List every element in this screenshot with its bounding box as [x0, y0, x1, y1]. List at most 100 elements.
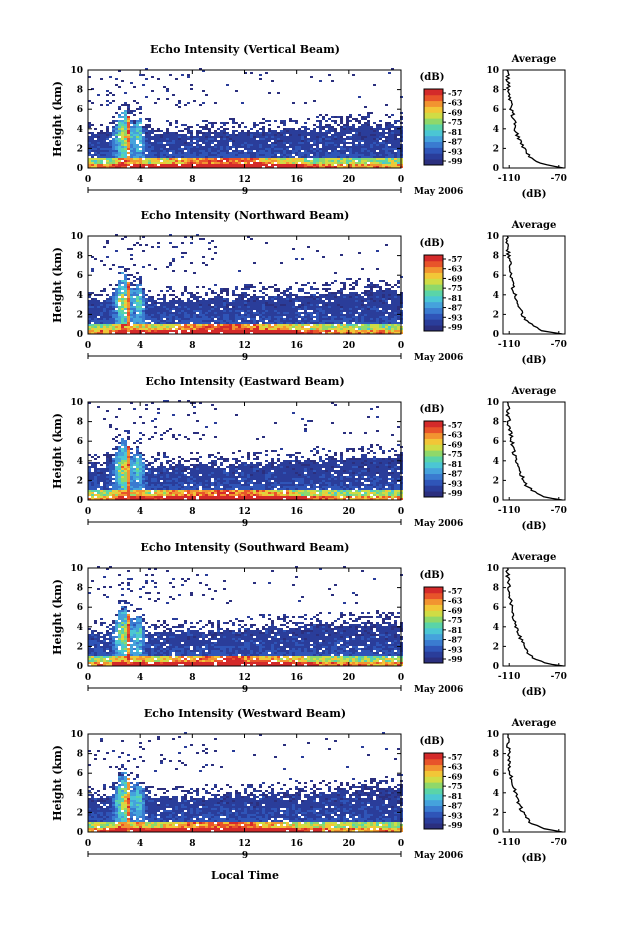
heatmap-cell: [370, 140, 373, 142]
colorbar-swatch: [424, 124, 443, 131]
heatmap-cell: [376, 322, 379, 324]
heatmap-cell: [373, 166, 376, 168]
heatmap-cell: [214, 326, 217, 328]
heatmap-cell: [250, 284, 253, 286]
heatmap-cell: [238, 134, 241, 136]
heatmap-cell: [262, 162, 265, 164]
heatmap-cell: [115, 134, 118, 136]
heatmap-cell: [376, 284, 379, 286]
heatmap-cell: [88, 304, 91, 306]
heatmap-cell: [166, 310, 169, 312]
heatmap-cell: [229, 164, 232, 166]
heatmap-cell: [133, 158, 136, 160]
heatmap-cell: [169, 328, 172, 330]
heatmap-cell: [160, 330, 163, 332]
heatmap-cell: [229, 318, 232, 320]
heatmap-cell: [259, 148, 262, 150]
heatmap-cell: [196, 296, 199, 298]
heatmap-cell: [118, 126, 121, 128]
heatmap-cell: [325, 166, 328, 168]
heatmap-cell: [199, 306, 202, 308]
heatmap-cell: [340, 140, 343, 142]
heatmap-cell: [214, 132, 217, 134]
heatmap-cell: [340, 146, 343, 148]
heatmap-cell: [307, 128, 310, 130]
heatmap-cell: [352, 166, 355, 168]
heatmap-cell: [370, 324, 373, 326]
heatmap-cell: [250, 136, 253, 138]
heatmap-cell: [373, 128, 376, 130]
heatmap-cell: [340, 148, 343, 150]
heatmap-cell: [361, 268, 364, 270]
heatmap-cell: [202, 128, 205, 130]
heatmap-cell: [391, 302, 394, 304]
heatmap-cell: [313, 320, 316, 322]
heatmap-cell: [205, 150, 208, 152]
heatmap-cell: [364, 130, 367, 132]
heatmap-cell: [112, 318, 115, 320]
heatmap-cell: [211, 148, 214, 150]
heatmap-cell: [157, 294, 160, 296]
heatmap-cell: [187, 126, 190, 128]
heatmap-cell: [274, 284, 277, 286]
heatmap-cell: [199, 126, 202, 128]
heatmap-cell: [367, 324, 370, 326]
heatmap-cell: [118, 306, 121, 308]
heatmap-cell: [295, 258, 298, 260]
heatmap-cell: [88, 296, 91, 298]
heatmap-cell: [226, 322, 229, 324]
heatmap-cell: [106, 498, 109, 500]
heatmap-cell: [208, 142, 211, 144]
heatmap-cell: [394, 314, 397, 316]
heatmap-cell: [388, 494, 391, 496]
heatmap-cell: [217, 330, 220, 332]
heatmap-cell: [157, 136, 160, 138]
heatmap-cell: [370, 286, 373, 288]
heatmap-cell: [181, 320, 184, 322]
heatmap-cell: [130, 138, 133, 140]
heatmap-cell: [328, 288, 331, 290]
heatmap-cell: [199, 310, 202, 312]
heatmap-cell: [241, 142, 244, 144]
heatmap-cell: [142, 318, 145, 320]
heatmap-cell: [358, 166, 361, 168]
heatmap-cell: [388, 284, 391, 286]
heatmap-cell: [208, 324, 211, 326]
heatmap-cell: [292, 128, 295, 130]
heatmap-cell: [220, 158, 223, 160]
heatmap-cell: [145, 150, 148, 152]
heatmap-cell: [268, 120, 271, 122]
heatmap-cell: [181, 322, 184, 324]
heatmap-cell: [265, 164, 268, 166]
heatmap-cell: [166, 316, 169, 318]
heatmap-cell: [124, 236, 127, 238]
heatmap-cell: [229, 156, 232, 158]
heatmap-cell: [112, 134, 115, 136]
heatmap-cell: [91, 492, 94, 494]
heatmap-cell: [217, 322, 220, 324]
heatmap-cell: [280, 318, 283, 320]
heatmap-cell: [319, 296, 322, 298]
heatmap-cell: [397, 154, 400, 156]
heatmap-cell: [301, 162, 304, 164]
heatmap-cell: [301, 326, 304, 328]
heatmap-cell: [175, 166, 178, 168]
heatmap-cell: [382, 280, 385, 282]
colorbar-swatch: [424, 89, 443, 96]
heatmap-cell: [106, 126, 109, 128]
heatmap-cell: [127, 116, 130, 118]
heatmap-cell: [382, 148, 385, 150]
heatmap-cell: [259, 74, 262, 76]
heatmap-cell: [256, 314, 259, 316]
heatmap-cell: [226, 142, 229, 144]
heatmap-cell: [340, 290, 343, 292]
heatmap-cell: [391, 140, 394, 142]
heatmap-cell: [280, 326, 283, 328]
heatmap-cell: [391, 324, 394, 326]
heatmap-cell: [202, 154, 205, 156]
heatmap-cell: [148, 332, 151, 334]
heatmap-cell: [358, 314, 361, 316]
heatmap-cell: [238, 308, 241, 310]
heatmap-cell: [373, 158, 376, 160]
heatmap-cell: [226, 302, 229, 304]
